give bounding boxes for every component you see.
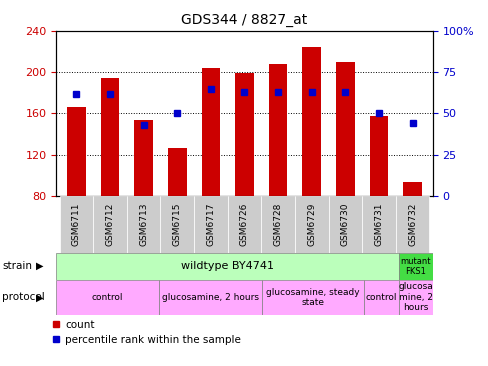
Bar: [268, 64, 287, 196]
Bar: [403, 182, 421, 196]
Text: glucosamine, 2 hours: glucosamine, 2 hours: [162, 293, 258, 302]
Text: control: control: [92, 293, 123, 302]
Text: GSM6730: GSM6730: [340, 202, 349, 246]
FancyBboxPatch shape: [398, 253, 432, 280]
FancyBboxPatch shape: [159, 280, 261, 315]
Text: wildtype BY4741: wildtype BY4741: [181, 261, 273, 271]
FancyBboxPatch shape: [328, 196, 362, 253]
FancyBboxPatch shape: [362, 196, 395, 253]
FancyBboxPatch shape: [395, 196, 428, 253]
FancyBboxPatch shape: [227, 196, 261, 253]
Legend: count, percentile rank within the sample: count, percentile rank within the sample: [52, 320, 241, 345]
Text: glucosa
mine, 2
hours: glucosa mine, 2 hours: [397, 283, 432, 312]
FancyBboxPatch shape: [261, 196, 294, 253]
Bar: [101, 78, 119, 196]
Bar: [201, 68, 220, 196]
Bar: [168, 149, 186, 196]
Text: GSM6717: GSM6717: [206, 202, 215, 246]
FancyBboxPatch shape: [194, 196, 227, 253]
Text: GSM6731: GSM6731: [374, 202, 383, 246]
FancyBboxPatch shape: [294, 196, 328, 253]
Bar: [302, 46, 320, 196]
Text: ▶: ▶: [36, 292, 44, 302]
FancyBboxPatch shape: [160, 196, 194, 253]
Text: GSM6713: GSM6713: [139, 202, 148, 246]
FancyBboxPatch shape: [56, 280, 159, 315]
Text: ▶: ▶: [36, 261, 44, 271]
Text: GSM6729: GSM6729: [306, 202, 316, 246]
Bar: [235, 73, 253, 196]
Text: GSM6711: GSM6711: [72, 202, 81, 246]
Text: GSM6712: GSM6712: [105, 202, 114, 246]
FancyBboxPatch shape: [398, 280, 432, 315]
Text: glucosamine, steady
state: glucosamine, steady state: [265, 288, 359, 307]
Text: GDS344 / 8827_at: GDS344 / 8827_at: [181, 13, 307, 27]
Bar: [67, 107, 85, 196]
FancyBboxPatch shape: [364, 280, 398, 315]
Text: protocol: protocol: [2, 292, 45, 302]
Text: GSM6732: GSM6732: [407, 202, 416, 246]
Text: control: control: [365, 293, 396, 302]
Text: GSM6715: GSM6715: [172, 202, 182, 246]
FancyBboxPatch shape: [60, 196, 93, 253]
Bar: [335, 62, 354, 196]
FancyBboxPatch shape: [56, 253, 398, 280]
Text: GSM6728: GSM6728: [273, 202, 282, 246]
Text: strain: strain: [2, 261, 32, 271]
Bar: [369, 116, 387, 196]
Text: mutant
FKS1: mutant FKS1: [400, 257, 430, 276]
FancyBboxPatch shape: [93, 196, 126, 253]
FancyBboxPatch shape: [126, 196, 160, 253]
FancyBboxPatch shape: [261, 280, 364, 315]
Text: GSM6726: GSM6726: [240, 202, 248, 246]
Bar: [134, 120, 153, 196]
